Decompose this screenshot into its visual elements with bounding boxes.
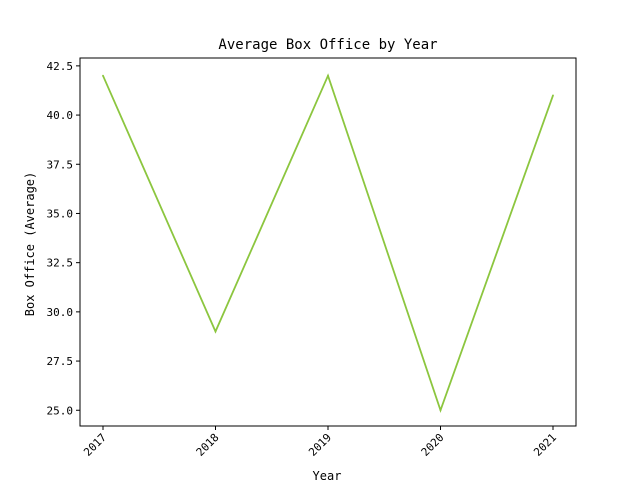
chart-title: Average Box Office by Year <box>218 37 437 53</box>
y-tick-label: 37.5 <box>47 158 74 171</box>
series-layer <box>102 73 554 414</box>
y-tick-label: 42.5 <box>47 60 74 73</box>
y-tick-label: 25.0 <box>47 404 74 417</box>
data-point <box>439 409 442 412</box>
data-point <box>102 74 104 77</box>
data-point <box>327 74 329 77</box>
y-tick-label: 30.0 <box>47 306 74 319</box>
y-tick-label: 27.5 <box>47 355 74 368</box>
x-axis-label: Year <box>313 469 342 480</box>
y-tick-label: 32.5 <box>47 257 74 270</box>
y-tick-label: 40.0 <box>47 109 74 122</box>
y-axis: 25.0 27.5 30.0 32.5 35.0 37.5 40.0 42.5 <box>47 60 80 417</box>
data-point <box>214 330 217 333</box>
data-point <box>552 94 554 97</box>
y-tick-label: 35.0 <box>47 207 74 220</box>
y-axis-label: Box Office (Average) <box>23 172 37 317</box>
